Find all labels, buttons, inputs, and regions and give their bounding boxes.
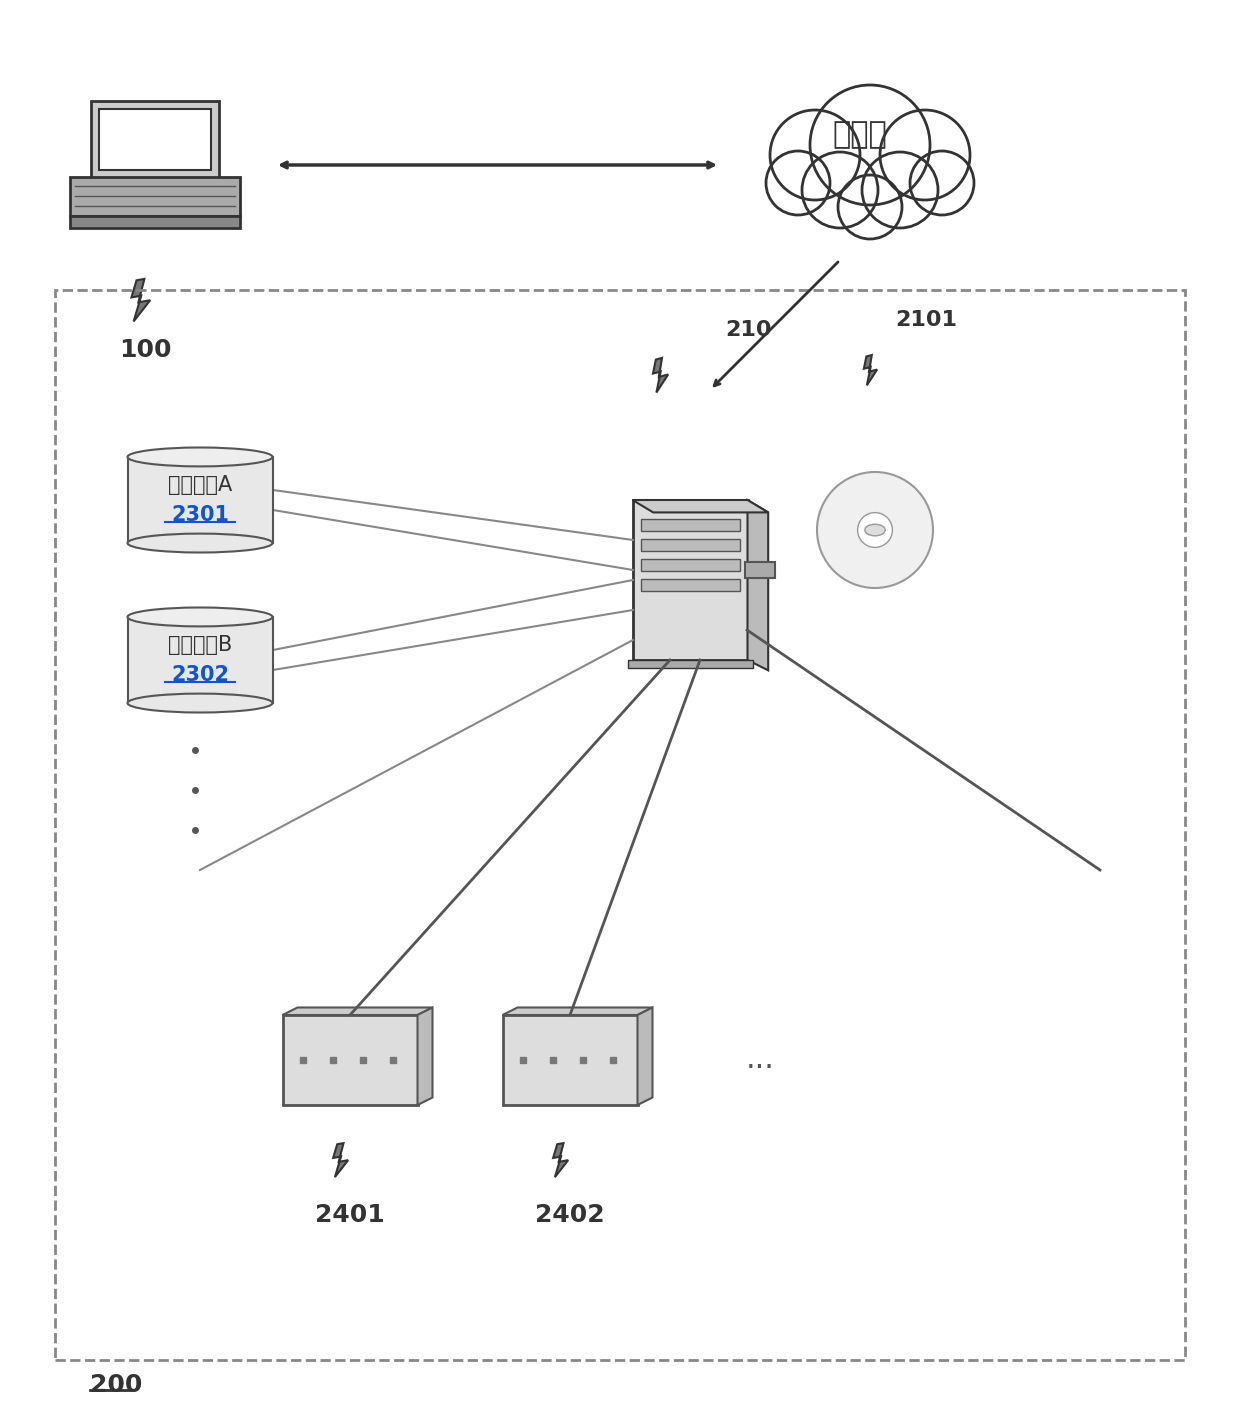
FancyBboxPatch shape: [69, 176, 241, 216]
Polygon shape: [131, 279, 150, 321]
Text: 100: 100: [119, 338, 171, 362]
Polygon shape: [632, 500, 769, 513]
FancyBboxPatch shape: [641, 578, 739, 591]
FancyBboxPatch shape: [641, 539, 739, 551]
Circle shape: [862, 152, 937, 227]
Ellipse shape: [128, 693, 273, 712]
Text: 翻译引擎A: 翻译引擎A: [167, 475, 232, 495]
FancyBboxPatch shape: [128, 617, 273, 703]
Circle shape: [910, 151, 973, 215]
Text: 2402: 2402: [536, 1204, 605, 1226]
FancyBboxPatch shape: [99, 109, 211, 171]
Polygon shape: [283, 1007, 433, 1015]
Text: 210: 210: [725, 320, 771, 340]
FancyBboxPatch shape: [92, 101, 218, 178]
Text: 2401: 2401: [315, 1204, 384, 1226]
Polygon shape: [418, 1007, 433, 1106]
FancyBboxPatch shape: [627, 659, 753, 668]
Polygon shape: [502, 1007, 652, 1015]
Ellipse shape: [864, 524, 885, 536]
Polygon shape: [748, 500, 769, 671]
FancyBboxPatch shape: [502, 1015, 637, 1106]
Ellipse shape: [128, 448, 273, 466]
Polygon shape: [553, 1142, 568, 1177]
Text: ...: ...: [745, 1046, 775, 1074]
Circle shape: [838, 175, 901, 239]
Polygon shape: [334, 1142, 348, 1177]
Text: 翻译引擎B: 翻译引擎B: [167, 635, 232, 655]
Circle shape: [880, 109, 970, 200]
Text: 2302: 2302: [171, 665, 229, 685]
Polygon shape: [653, 358, 668, 392]
FancyBboxPatch shape: [69, 216, 241, 227]
Ellipse shape: [128, 608, 273, 627]
FancyBboxPatch shape: [283, 1015, 418, 1106]
FancyBboxPatch shape: [632, 500, 748, 659]
Circle shape: [810, 85, 930, 205]
Circle shape: [802, 152, 878, 227]
Ellipse shape: [128, 534, 273, 553]
Text: 2301: 2301: [171, 504, 229, 524]
FancyBboxPatch shape: [128, 458, 273, 543]
Text: 2101: 2101: [895, 310, 957, 330]
FancyBboxPatch shape: [641, 558, 739, 571]
Polygon shape: [864, 355, 877, 385]
Circle shape: [817, 472, 932, 588]
Circle shape: [770, 109, 861, 200]
FancyBboxPatch shape: [745, 561, 775, 578]
Circle shape: [766, 151, 830, 215]
Polygon shape: [637, 1007, 652, 1106]
Circle shape: [858, 513, 893, 547]
Text: 因特网: 因特网: [832, 121, 888, 149]
Text: 200: 200: [91, 1373, 143, 1397]
FancyBboxPatch shape: [641, 519, 739, 531]
